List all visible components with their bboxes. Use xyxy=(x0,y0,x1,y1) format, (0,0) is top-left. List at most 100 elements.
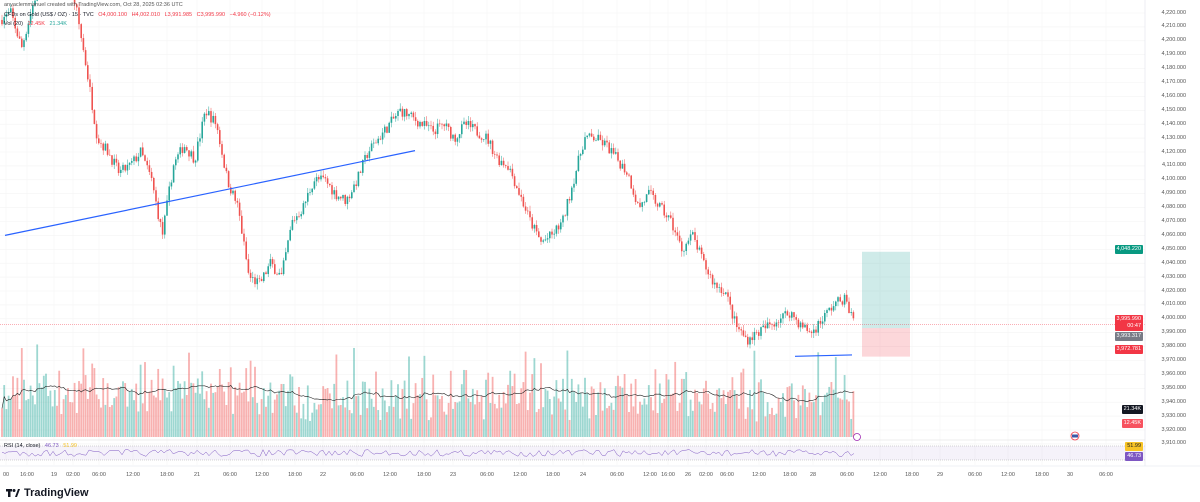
volume-bar xyxy=(370,398,373,437)
volume-bar xyxy=(284,406,287,437)
candle-body xyxy=(274,264,276,274)
candle-body xyxy=(645,194,648,203)
candle-body xyxy=(472,124,474,128)
candle-body xyxy=(760,327,762,336)
candle-body xyxy=(298,216,300,217)
volume-bar xyxy=(82,348,85,437)
symbol-name[interactable]: CFDs on Gold (US$ / OZ) · 15 · TVC xyxy=(4,12,94,18)
candle-body xyxy=(232,190,234,194)
volume-bar xyxy=(5,409,8,437)
candle-body xyxy=(135,156,137,162)
candle-body xyxy=(436,123,439,135)
volume-bar xyxy=(245,368,248,437)
candle-body xyxy=(577,155,580,172)
volume-bar xyxy=(183,381,186,437)
candle-body xyxy=(157,201,159,220)
candle-body xyxy=(425,121,428,126)
candle-body xyxy=(720,287,723,293)
volume-bar xyxy=(793,400,795,437)
price-tick: 3,980.000 xyxy=(1161,343,1186,350)
volume-bar xyxy=(130,389,133,437)
volume-bar xyxy=(553,396,556,437)
volume-bar xyxy=(608,405,611,437)
volume-bar xyxy=(443,411,446,437)
candle-body xyxy=(307,192,309,202)
candle-body xyxy=(454,134,456,142)
time-tick: 21 xyxy=(193,472,201,478)
volume-bar xyxy=(848,401,850,437)
candle-body xyxy=(399,108,401,111)
candle-body xyxy=(32,4,34,14)
volume-bar xyxy=(784,416,787,437)
volume-bar xyxy=(117,387,120,437)
candle-body xyxy=(309,192,311,193)
volume-bar xyxy=(95,394,98,437)
candle-body xyxy=(260,278,263,282)
candle-body xyxy=(452,134,454,139)
volume-bar xyxy=(777,397,780,437)
volume-bar xyxy=(559,401,562,437)
candle-body xyxy=(560,222,562,230)
candle-body xyxy=(639,202,641,207)
volume-bar xyxy=(119,386,122,437)
volume-bar xyxy=(71,402,74,437)
volume-bar xyxy=(782,393,784,437)
candle-body xyxy=(445,123,448,127)
time-tick: 02:00 xyxy=(699,472,713,478)
volume-bar xyxy=(720,398,723,437)
candle-body xyxy=(718,287,720,288)
price-tick: 4,220.000 xyxy=(1161,9,1186,16)
tradingview-logo[interactable]: TradingView xyxy=(6,487,89,499)
volume-bar xyxy=(614,386,617,437)
candle-body xyxy=(509,168,511,170)
volume-bar xyxy=(465,370,468,437)
volume-bar xyxy=(823,394,826,437)
ohlc-change: −4.960 (−0.12%) xyxy=(229,12,271,18)
candle-body xyxy=(738,327,740,330)
volume-bar xyxy=(709,408,712,437)
rsi-ma-value: 51.99 xyxy=(63,443,77,449)
volume-bar xyxy=(434,395,437,437)
volume-bar xyxy=(157,368,160,437)
candle-body xyxy=(722,292,725,294)
volume-bar xyxy=(227,381,230,437)
volume-label[interactable]: Vol (20) xyxy=(4,21,23,27)
candle-body xyxy=(588,133,591,136)
price-tick: 4,200.000 xyxy=(1161,37,1186,44)
candle-body xyxy=(111,155,113,165)
rsi-value: 46.73 xyxy=(44,443,59,449)
candle-body xyxy=(276,273,278,275)
volume-bar xyxy=(416,395,419,437)
volume-bar xyxy=(810,402,813,437)
candle-body xyxy=(392,116,395,119)
volume-bar xyxy=(361,381,364,437)
volume-bar xyxy=(168,392,171,437)
volume-bar xyxy=(595,415,597,437)
volume-bar xyxy=(225,404,228,437)
candle-body xyxy=(753,331,756,341)
volume-bar xyxy=(458,401,461,437)
rsi-label[interactable]: RSI (14, close) xyxy=(4,443,41,449)
volume-bar xyxy=(496,408,498,437)
price-tick: 3,930.000 xyxy=(1161,412,1186,419)
price-tick: 4,150.000 xyxy=(1161,106,1186,113)
volume-bar xyxy=(236,395,239,437)
volume-bar xyxy=(102,378,105,437)
candle-body xyxy=(755,331,758,333)
candle-body xyxy=(117,162,120,174)
volume-bar xyxy=(155,397,157,437)
time-tick: 06:00 xyxy=(968,472,982,478)
volume-bar xyxy=(27,398,30,437)
candle-body xyxy=(654,194,657,204)
candle-body xyxy=(100,143,102,144)
volume-bar xyxy=(771,407,773,437)
volume-bar xyxy=(3,385,6,437)
volume-bar xyxy=(104,404,107,437)
us-flag-icon xyxy=(1072,434,1078,438)
price-tick: 3,910.000 xyxy=(1161,440,1186,447)
volume-bar xyxy=(372,406,375,437)
candle-body xyxy=(821,321,824,324)
volume-bar xyxy=(359,414,362,437)
candle-body xyxy=(694,232,696,240)
